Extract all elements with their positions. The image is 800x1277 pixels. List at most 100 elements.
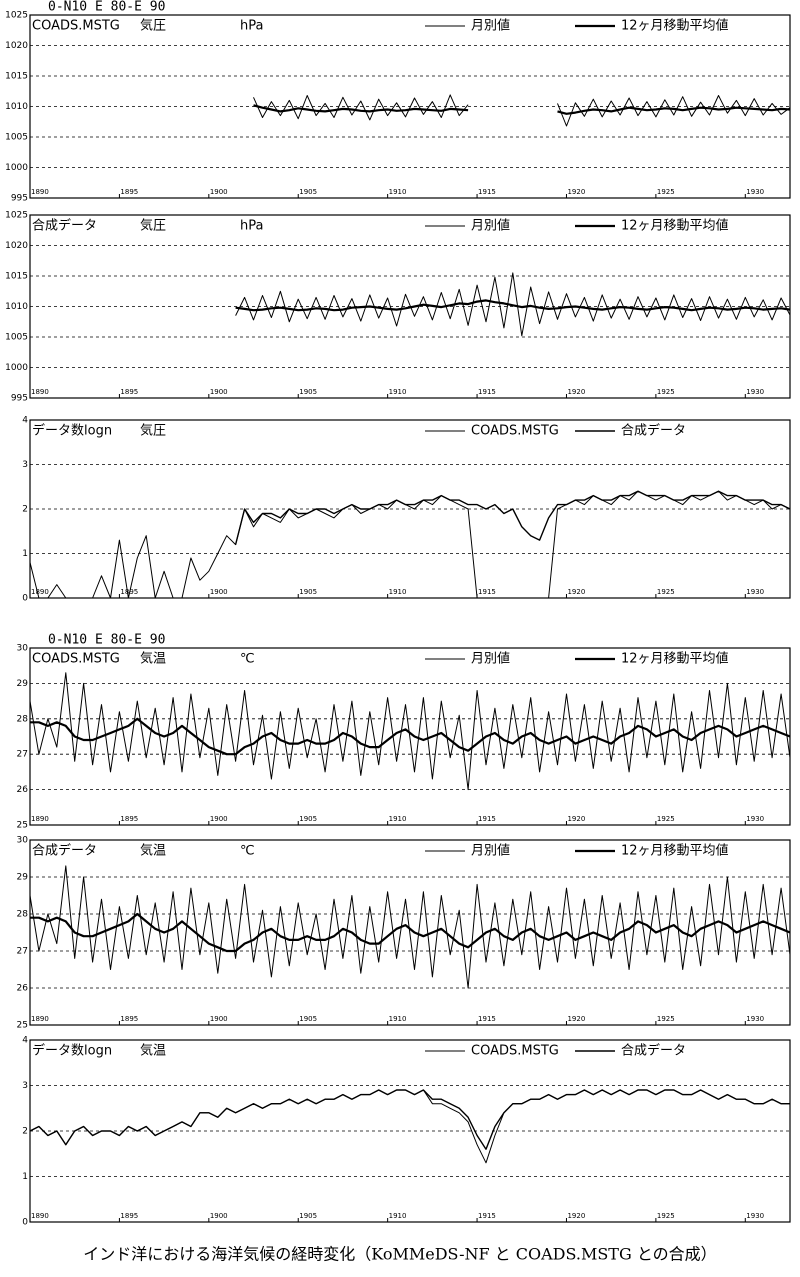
- y-tick-label: 1000: [5, 163, 28, 173]
- x-tick-label: 1905: [299, 588, 317, 596]
- x-tick-label: 1925: [657, 588, 675, 596]
- x-tick-label: 1930: [746, 1212, 764, 1220]
- x-tick-label: 1915: [478, 588, 496, 596]
- y-tick-label: 4: [22, 416, 28, 426]
- y-tick-label: 1: [22, 1172, 28, 1182]
- x-tick-label: 1930: [746, 188, 764, 196]
- x-tick-label: 1910: [389, 588, 407, 596]
- chart-title: データ数logn: [32, 423, 112, 439]
- chart-title: データ数logn: [32, 1043, 112, 1059]
- x-tick-label: 1905: [299, 815, 317, 823]
- legend-label: 12ヶ月移動平均値: [621, 218, 729, 234]
- region-label: 0-N10 E 80-E 90: [48, 633, 165, 648]
- x-tick-label: 1895: [120, 388, 138, 396]
- x-tick-label: 1925: [657, 1212, 675, 1220]
- y-tick-label: 26: [17, 984, 29, 994]
- unit-label: ℃: [240, 844, 255, 859]
- series-line: [29, 1089, 790, 1164]
- x-tick-label: 1900: [210, 588, 228, 596]
- y-tick-label: 1005: [5, 333, 28, 343]
- y-tick-label: 1025: [5, 211, 28, 221]
- x-tick-label: 1925: [657, 188, 675, 196]
- y-tick-label: 29: [17, 873, 29, 883]
- y-tick-label: 2: [22, 505, 28, 515]
- series-line: [234, 490, 791, 545]
- series-line: [30, 912, 791, 953]
- y-tick-label: 1010: [5, 102, 28, 112]
- x-tick-label: 1915: [478, 188, 496, 196]
- series-line: [29, 490, 791, 599]
- legend-label: 月別値: [471, 218, 510, 234]
- x-tick-label: 1895: [120, 1212, 138, 1220]
- chart-title: 合成データ: [32, 218, 97, 234]
- x-tick-label: 1925: [657, 1015, 675, 1023]
- series-line: [29, 672, 791, 791]
- y-tick-label: 25: [17, 821, 28, 831]
- series-line: [253, 104, 791, 115]
- variable-label: 気圧: [140, 423, 166, 439]
- unit-label: ℃: [240, 652, 255, 667]
- legend-label: 合成データ: [621, 1043, 686, 1059]
- variable-label: 気温: [140, 843, 166, 859]
- x-tick-label: 1890: [31, 388, 49, 396]
- x-tick-label: 1905: [299, 1015, 317, 1023]
- x-tick-label: 1920: [567, 1212, 585, 1220]
- x-tick-label: 1930: [746, 388, 764, 396]
- legend-label: 月別値: [471, 18, 510, 34]
- y-tick-label: 995: [11, 394, 28, 404]
- unit-label: hPa: [240, 219, 263, 234]
- x-tick-label: 1890: [31, 188, 49, 196]
- y-tick-label: 25: [17, 1021, 28, 1031]
- chart-title: COADS.MSTG: [32, 652, 120, 667]
- x-tick-label: 1905: [299, 388, 317, 396]
- y-tick-label: 1015: [5, 72, 28, 82]
- y-tick-label: 0: [22, 594, 28, 604]
- y-tick-label: 1: [22, 549, 28, 559]
- variable-label: 気温: [140, 651, 166, 667]
- y-tick-label: 1015: [5, 272, 28, 282]
- caption: インド洋における海洋気候の経時変化（KoMMeDS-NF と COADS.MST…: [83, 1245, 716, 1264]
- unit-label: hPa: [240, 19, 263, 34]
- x-tick-label: 1920: [567, 388, 585, 396]
- y-tick-label: 4: [22, 1036, 28, 1046]
- y-tick-label: 30: [17, 836, 29, 846]
- x-tick-label: 1890: [31, 1015, 49, 1023]
- chart-title: 合成データ: [32, 843, 97, 859]
- y-tick-label: 1005: [5, 133, 28, 143]
- legend-label: 12ヶ月移動平均値: [621, 651, 729, 667]
- chart-title: COADS.MSTG: [32, 19, 120, 34]
- legend-label: 12ヶ月移動平均値: [621, 18, 729, 34]
- series-line: [30, 717, 791, 756]
- x-tick-label: 1920: [567, 588, 585, 596]
- x-tick-label: 1925: [657, 815, 675, 823]
- legend-label: 12ヶ月移動平均値: [621, 843, 729, 859]
- x-tick-label: 1930: [746, 588, 764, 596]
- y-tick-label: 1010: [5, 302, 28, 312]
- region-label: 0-N10 E 80-E 90: [48, 0, 165, 15]
- y-tick-label: 3: [22, 460, 28, 470]
- y-tick-label: 3: [22, 1081, 28, 1091]
- variable-label: 気温: [140, 1043, 166, 1059]
- y-tick-label: 27: [17, 947, 28, 957]
- x-tick-label: 1905: [299, 188, 317, 196]
- x-tick-label: 1910: [389, 388, 407, 396]
- x-tick-label: 1930: [746, 815, 764, 823]
- x-tick-label: 1915: [478, 1015, 496, 1023]
- x-tick-label: 1890: [31, 1212, 49, 1220]
- x-tick-label: 1915: [478, 1212, 496, 1220]
- legend-label: 合成データ: [621, 423, 686, 439]
- y-tick-label: 1020: [5, 41, 28, 51]
- x-tick-label: 1890: [31, 815, 49, 823]
- variable-label: 気圧: [140, 218, 166, 234]
- legend-label: 月別値: [471, 651, 510, 667]
- series-line: [235, 299, 791, 312]
- y-tick-label: 2: [22, 1127, 28, 1137]
- x-tick-label: 1920: [567, 188, 585, 196]
- y-tick-label: 0: [22, 1218, 28, 1228]
- x-tick-label: 1895: [120, 1015, 138, 1023]
- series-line: [235, 272, 791, 337]
- x-tick-label: 1910: [389, 1212, 407, 1220]
- x-tick-label: 1905: [299, 1212, 317, 1220]
- x-tick-label: 1910: [389, 1015, 407, 1023]
